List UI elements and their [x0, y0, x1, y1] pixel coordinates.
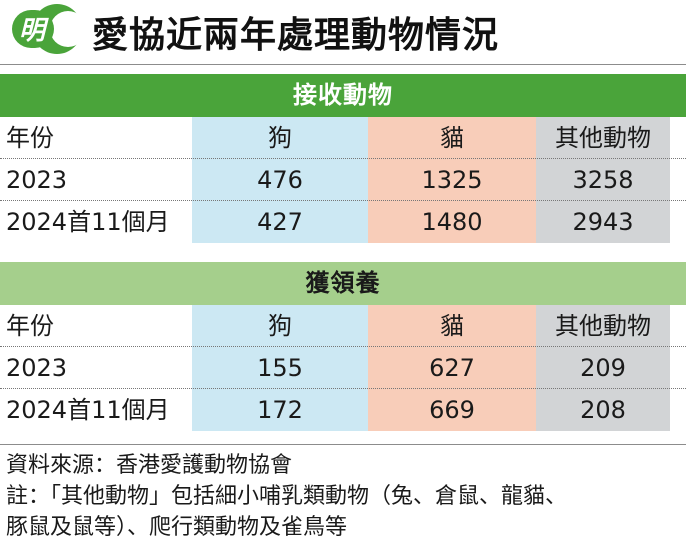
dog-value: 172	[192, 389, 368, 431]
adopted-animals-table: 獲領養 年份 狗 貓 其他動物 2023 155 627 209 2024首11…	[0, 262, 686, 431]
dog-value: 476	[192, 159, 368, 201]
dog-value: 155	[192, 347, 368, 389]
row-label: 2023	[6, 166, 68, 194]
table-caption: 獲領養	[0, 262, 686, 305]
column-header-cat: 貓	[368, 117, 536, 159]
column-header-year: 年份	[6, 124, 54, 152]
row-label: 2023	[6, 354, 68, 382]
table-row: 2024首11個月 172 669 208	[0, 389, 686, 431]
footer: 資料來源：香港愛護動物協會 註：「其他動物」包括細小哺乳類動物（兔、倉鼠、龍貓、…	[6, 450, 682, 543]
definition-note-continued: 豚鼠及鼠等）、爬行類動物及雀鳥等	[6, 515, 348, 540]
table-row: 2024首11個月 427 1480 2943	[0, 201, 686, 243]
other-value: 209	[536, 347, 670, 389]
column-header-cat: 貓	[368, 305, 536, 347]
other-value: 3258	[536, 159, 670, 201]
definition-note: 註：「其他動物」包括細小哺乳類動物（兔、倉鼠、龍貓、	[6, 484, 568, 509]
column-header-dog: 狗	[192, 305, 368, 347]
column-header-dog: 狗	[192, 117, 368, 159]
column-header-other: 其他動物	[536, 117, 670, 159]
table-header-row: 年份 狗 貓 其他動物	[0, 117, 686, 159]
source-note: 資料來源：香港愛護動物協會	[6, 453, 293, 478]
cat-value: 1480	[368, 201, 536, 243]
table-caption: 接收動物	[0, 74, 686, 117]
logo-char: 明	[19, 16, 49, 46]
column-header-year: 年份	[6, 312, 54, 340]
header: 明 愛協近兩年處理動物情況	[0, 0, 686, 64]
cat-value: 1325	[368, 159, 536, 201]
footer-divider	[0, 444, 686, 445]
ming-pao-logo-icon: 明	[12, 4, 84, 54]
other-value: 208	[536, 389, 670, 431]
row-label: 2024首11個月	[6, 396, 170, 424]
other-value: 2943	[536, 201, 670, 243]
dog-value: 427	[192, 201, 368, 243]
table-header-row: 年份 狗 貓 其他動物	[0, 305, 686, 347]
cat-value: 669	[368, 389, 536, 431]
title-divider	[0, 64, 686, 65]
column-header-other: 其他動物	[536, 305, 670, 347]
page-title: 愛協近兩年處理動物情況	[92, 15, 500, 56]
table-row: 2023 476 1325 3258	[0, 159, 686, 201]
row-label: 2024首11個月	[6, 208, 170, 236]
cat-value: 627	[368, 347, 536, 389]
received-animals-table: 接收動物 年份 狗 貓 其他動物 2023 476 1325 3258 2024…	[0, 74, 686, 243]
table-row: 2023 155 627 209	[0, 347, 686, 389]
